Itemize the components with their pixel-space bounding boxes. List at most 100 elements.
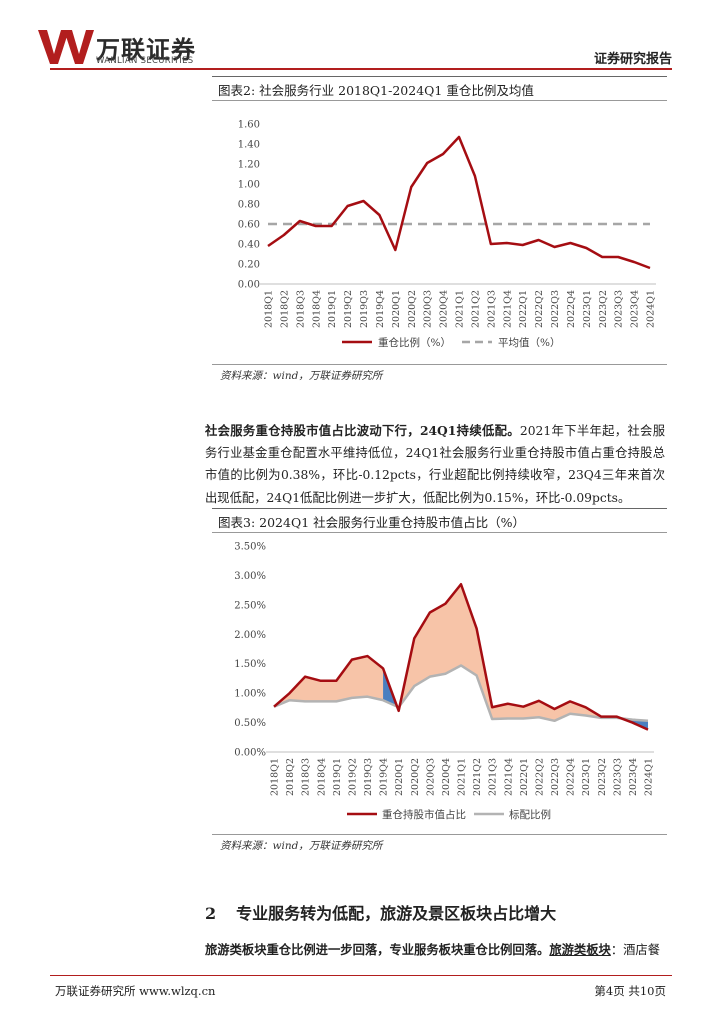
footer-divider: [50, 975, 672, 976]
figure2-title: 图表2: 社会服务行业 2018Q1-2024Q1 重仓比例及均值: [218, 83, 534, 98]
y-tick-label: 3.00%: [234, 571, 266, 582]
x-tick-label: 2021Q3: [486, 290, 497, 328]
x-tick-label: 2018Q2: [279, 290, 290, 328]
logo-text-cn: 万联证券: [96, 36, 196, 64]
x-tick-label: 2023Q2: [597, 758, 608, 796]
x-tick-label: 2019Q2: [343, 290, 354, 328]
x-tick-label: 2022Q2: [534, 290, 545, 328]
figure3-top-rule: [212, 508, 667, 509]
x-tick-label: 2023Q3: [614, 290, 625, 328]
y-tick-label: 0.00%: [234, 748, 266, 759]
x-tick-label: 2023Q3: [612, 758, 623, 796]
x-tick-label: 2019Q3: [363, 758, 374, 796]
section-heading: 2 专业服务转为低配，旅游及景区板块占比增大: [205, 900, 556, 924]
x-tick-label: 2024Q1: [644, 758, 655, 796]
y-tick-label: 0.40: [238, 240, 260, 251]
figure2-chart: 0.00 0.20 0.40 0.60 0.80 1.00 1.20 1.40 1.60 2018…: [238, 120, 657, 350]
figure3-title-rule: [212, 532, 667, 533]
x-tick-label: 2020Q1: [391, 290, 402, 328]
figure2-top-rule: [212, 76, 667, 77]
report-type: 证券研究报告: [593, 52, 672, 67]
section-number: 2: [205, 904, 217, 923]
x-tick-label: 2019Q4: [375, 290, 386, 328]
x-tick-label: 2019Q3: [359, 290, 370, 328]
y-tick-label: 0.80: [238, 200, 260, 211]
logo-text-en: WANLIAN SECURITIES: [96, 56, 194, 66]
lead-rest: ：酒店餐: [610, 943, 661, 957]
x-tick-label: 2019Q1: [327, 290, 338, 328]
x-tick-label: 2021Q2: [470, 290, 481, 328]
x-tick-label: 2018Q4: [316, 758, 327, 796]
x-tick-label: 2023Q1: [581, 758, 592, 796]
analysis-paragraph: 社会服务重仓持股市值占比波动下行，24Q1持续低配。2021年下半年起，社会服务…: [205, 420, 665, 509]
x-tick-label: 2018Q2: [285, 758, 296, 796]
footer-left: 万联证券研究所 www.wlzq.cn: [55, 984, 216, 998]
x-tick-label: 2023Q4: [628, 758, 639, 796]
y-tick-label: 1.60: [238, 120, 260, 131]
y-tick-label: 3.50%: [234, 542, 266, 553]
x-tick-label: 2019Q4: [379, 758, 390, 796]
figure3-title: 图表3: 2024Q1 社会服务行业重仓持股市值占比（%）: [218, 515, 526, 530]
y-tick-label: 1.00%: [234, 689, 266, 700]
series-line-benchmark: [273, 664, 649, 723]
y-tick-label: 2.50%: [234, 600, 266, 611]
x-tick-label: 2022Q1: [518, 290, 529, 328]
x-tick-label: 2021Q4: [502, 290, 513, 328]
x-tick-label: 2022Q3: [550, 758, 561, 796]
y-tick-label: 2.00%: [234, 630, 266, 641]
x-tick-label: 2020Q4: [439, 290, 450, 328]
header-divider: [50, 68, 672, 70]
series-line-heavy-ratio: [267, 135, 651, 270]
y-tick-label: 1.00: [238, 180, 260, 191]
x-tick-label: 2021Q1: [455, 290, 466, 328]
figure3-chart: 0.00% 0.50% 1.00% 1.50% 2.00% 2.50% 3.00% 3.50%…: [234, 542, 655, 822]
paragraph-lead: 社会服务重仓持股市值占比波动下行，24Q1持续低配。: [205, 423, 520, 438]
x-tick-label: 2018Q4: [311, 290, 322, 328]
x-tick-label: 2020Q3: [423, 290, 434, 328]
section-title: 专业服务转为低配，旅游及景区板块占比增大: [236, 904, 557, 923]
x-tick-label: 2021Q3: [488, 758, 499, 796]
section-lead: 旅游类板块重仓比例进一步回落，专业服务板块重仓比例回落。旅游类板块：酒店餐: [205, 940, 670, 958]
y-tick-label: 0.60: [238, 220, 260, 231]
figure2-title-rule: [212, 100, 667, 101]
figure2-source: 资料来源：wind，万联证券研究所: [220, 370, 383, 382]
legend-label-holding-share: 重仓持股市值占比: [382, 808, 466, 821]
figure3-source: 资料来源：wind，万联证券研究所: [220, 840, 383, 852]
x-tick-label: 2019Q2: [347, 758, 358, 796]
y-tick-label: 1.50%: [234, 659, 266, 670]
y-tick-label: 1.40: [238, 140, 260, 151]
area-overweight-fill: [274, 584, 648, 730]
x-tick-label: 2024Q1: [646, 290, 657, 328]
x-tick-label: 2020Q3: [425, 758, 436, 796]
x-tick-label: 2022Q4: [566, 290, 577, 328]
x-tick-label: 2023Q1: [582, 290, 593, 328]
y-tick-label: 1.20: [238, 160, 260, 171]
series-line-holding-share: [273, 583, 649, 731]
legend-label-average: 平均值（%）: [498, 336, 560, 349]
x-tick-label: 2023Q4: [630, 290, 641, 328]
x-tick-label: 2018Q1: [264, 290, 275, 328]
figure3-bottom-rule: [212, 834, 667, 835]
x-tick-label: 2020Q4: [441, 758, 452, 796]
x-tick-label: 2018Q3: [295, 290, 306, 328]
y-tick-label: 0.00: [238, 280, 260, 291]
x-tick-label: 2022Q4: [566, 758, 577, 796]
x-tick-label: 2020Q2: [407, 290, 418, 328]
x-tick-label: 2021Q4: [503, 758, 514, 796]
x-tick-label: 2022Q2: [534, 758, 545, 796]
legend-label-heavy-ratio: 重仓比例（%）: [378, 336, 451, 349]
x-tick-label: 2021Q1: [457, 758, 468, 796]
legend-label-benchmark: 标配比例: [509, 808, 551, 821]
y-tick-label: 0.20: [238, 260, 260, 271]
lead-underline: 旅游类板块: [549, 942, 611, 957]
x-tick-label: 2023Q2: [598, 290, 609, 328]
x-tick-label: 2021Q2: [472, 758, 483, 796]
footer-page-number: 第4页 共10页: [594, 984, 666, 998]
wanlian-logo-icon: [38, 30, 94, 64]
x-tick-label: 2019Q1: [332, 758, 343, 796]
x-tick-label: 2022Q3: [550, 290, 561, 328]
x-tick-label: 2018Q3: [301, 758, 312, 796]
paragraph-body: 2021年下半年起，社会服务行业基金重仓配置水平维持低位，24Q1社会服务行业重…: [205, 424, 665, 505]
x-tick-label: 2018Q1: [270, 758, 281, 796]
y-tick-label: 0.50%: [234, 718, 266, 729]
